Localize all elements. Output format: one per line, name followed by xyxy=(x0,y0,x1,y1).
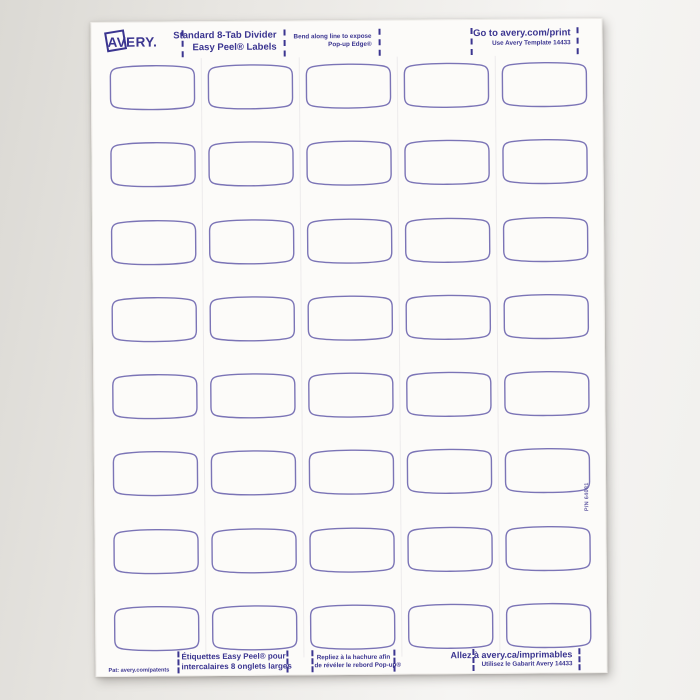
divider-label xyxy=(210,526,297,575)
fold-mark-footer-2 xyxy=(286,650,289,673)
divider-label xyxy=(305,139,392,188)
fold-mark-footer-4 xyxy=(393,649,396,672)
divider-label xyxy=(504,524,591,573)
header-bend-block: Bend along line to expose Pop-up Edge® xyxy=(294,33,372,49)
fold-mark-footer-1 xyxy=(177,651,180,674)
divider-label xyxy=(404,215,491,264)
footer-web-fr-line2: Utilisez le Gabarit Avery 14433 xyxy=(481,660,573,669)
fold-mark-header-5 xyxy=(576,27,579,55)
divider-label xyxy=(503,292,590,341)
avery-logo-text: AVERY. xyxy=(107,34,158,50)
header-product-line2: Easy Peel® Labels xyxy=(192,41,277,54)
divider-label xyxy=(308,448,395,497)
divider-label xyxy=(112,527,199,576)
divider-label xyxy=(501,137,588,186)
footer-product-fr-line2: intercalaires 8 onglets larges xyxy=(181,661,292,672)
fold-mark-footer-3 xyxy=(311,650,314,673)
divider-label xyxy=(307,293,394,342)
fold-mark-footer-6 xyxy=(578,648,581,671)
label-grid xyxy=(109,60,593,653)
divider-label xyxy=(406,524,493,573)
divider-label xyxy=(305,62,392,111)
divider-label xyxy=(208,217,295,266)
header-web-line1: Go to avery.com/print xyxy=(473,27,571,40)
divider-label xyxy=(111,295,198,344)
header-web-block: Go to avery.com/print Use Avery Template… xyxy=(473,27,571,47)
divider-label xyxy=(307,371,394,420)
divider-label xyxy=(501,60,588,109)
divider-label xyxy=(110,218,197,267)
fold-mark-header-2 xyxy=(283,29,286,57)
footer-bend-fr-block: Repliez à la hachure afin de révéler le … xyxy=(314,654,402,670)
footer-web-fr-line1: Allez à avery.ca/imprimables xyxy=(450,649,573,661)
footer-patent: Pat: avery.com/patents xyxy=(108,667,170,674)
header-bend-line2: Pop-up Edge® xyxy=(328,40,372,49)
divider-label xyxy=(505,601,592,650)
divider-label xyxy=(211,603,298,652)
part-number: P/N 64081 xyxy=(584,482,591,512)
divider-label xyxy=(403,61,490,110)
divider-label xyxy=(405,370,492,419)
divider-label xyxy=(207,140,294,189)
divider-label xyxy=(309,602,396,651)
divider-label xyxy=(113,604,200,653)
divider-label xyxy=(209,294,296,343)
footer-bend-fr-line2: de révéler le rebord Pop-up® xyxy=(314,661,402,670)
label-sheet: AVERY. Standard 8-Tab Divider Easy Peel®… xyxy=(90,17,608,678)
avery-logo: AVERY. xyxy=(104,29,178,58)
divider-label xyxy=(306,216,393,265)
divider-label xyxy=(111,372,198,421)
divider-label xyxy=(403,138,490,187)
divider-label xyxy=(109,63,196,112)
fold-mark-header-3 xyxy=(378,28,381,56)
header-product-line1: Standard 8-Tab Divider xyxy=(173,29,277,42)
header-web-line2: Use Avery Template 14433 xyxy=(492,39,571,47)
divider-label xyxy=(109,140,196,189)
header-product-block: Standard 8-Tab Divider Easy Peel® Labels xyxy=(173,30,276,55)
divider-label xyxy=(503,369,590,418)
divider-label xyxy=(502,215,589,264)
divider-label xyxy=(407,602,494,651)
divider-label xyxy=(504,446,591,495)
divider-label xyxy=(406,447,493,496)
divider-label xyxy=(112,449,199,498)
footer-product-fr-block: Étiquettes Easy Peel® pour intercalaires… xyxy=(181,652,292,673)
footer-web-fr-block: Allez à avery.ca/imprimables Utilisez le… xyxy=(450,649,572,669)
divider-label xyxy=(207,62,294,111)
divider-label xyxy=(405,293,492,342)
divider-label xyxy=(209,371,296,420)
divider-label xyxy=(308,525,395,574)
divider-label xyxy=(210,449,297,498)
